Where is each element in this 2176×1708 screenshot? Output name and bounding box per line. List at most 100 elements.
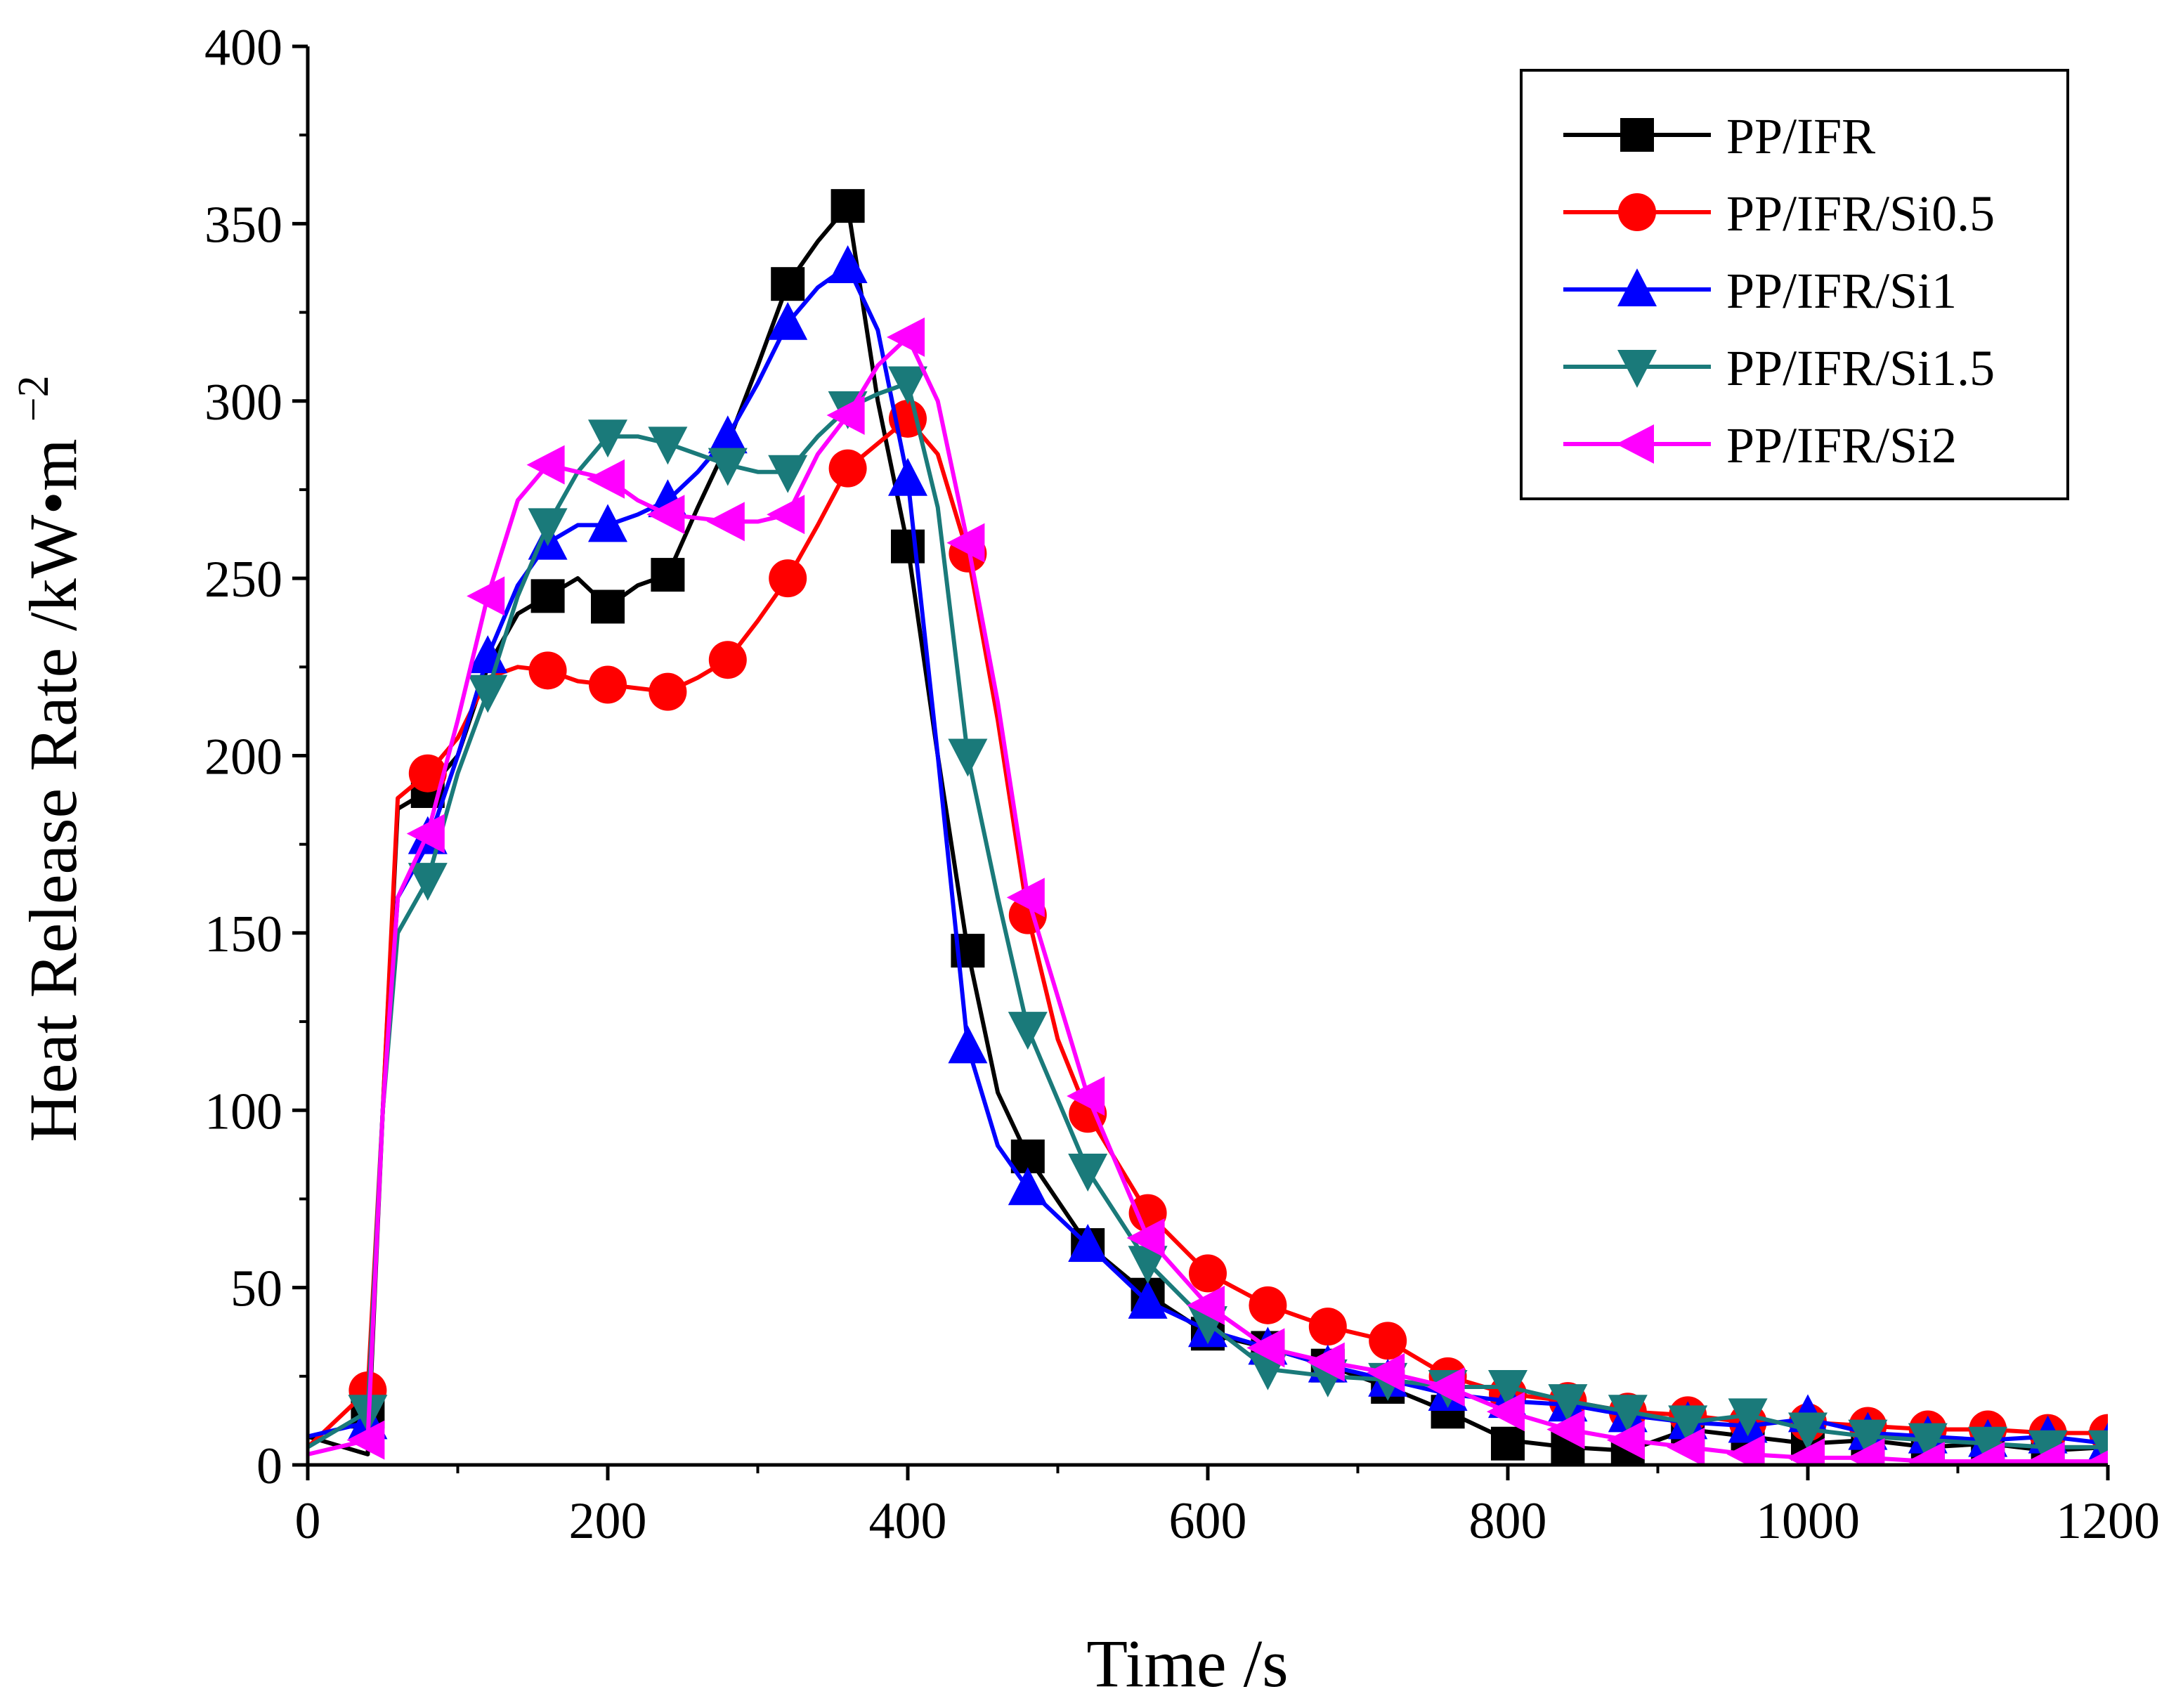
- data-point: [888, 457, 927, 496]
- x-axis-ticks: 0 200 400 600 800 1000 1200: [295, 1465, 2160, 1550]
- x-axis-title: Time /s: [1086, 1626, 1288, 1701]
- x-tick-label: 400: [869, 1492, 947, 1550]
- data-point: [1846, 1438, 1885, 1465]
- data-point: [1848, 1419, 1888, 1458]
- data-point: [708, 448, 748, 486]
- data-point: [1369, 1322, 1407, 1360]
- data-point: [346, 1420, 385, 1460]
- data-point: [1488, 1369, 1527, 1408]
- y-tick-label: 100: [204, 1083, 282, 1140]
- y-tick-label: 350: [204, 196, 282, 254]
- legend: PP/IFR PP/IFR/Si0.5 PP/IFR/Si1 PP/IFR/Si1.5…: [1520, 69, 2069, 500]
- data-point: [708, 415, 748, 454]
- data-point: [708, 641, 747, 679]
- y-axis-title-exponent: −2: [10, 375, 58, 422]
- data-point: [1189, 1254, 1227, 1293]
- data-point: [406, 814, 445, 854]
- data-point: [587, 459, 625, 499]
- y-tick-label: 250: [204, 551, 282, 608]
- legend-marker: [1616, 424, 1654, 464]
- x-tick-label: 800: [1469, 1492, 1547, 1550]
- data-point: [1128, 1280, 1168, 1319]
- data-point: [1608, 1395, 1648, 1433]
- data-point: [588, 504, 627, 542]
- data-point: [1787, 1438, 1825, 1465]
- data-point: [528, 651, 567, 690]
- y-axis-title-main: Heat Release Rate /kW•m: [15, 438, 91, 1142]
- data-point: [1067, 1076, 1105, 1116]
- y-axis-title: Heat Release Rate /kW•m −2: [10, 375, 91, 1142]
- data-point: [651, 558, 685, 592]
- legend-item: PP/IFR/Si0.5: [1563, 185, 1995, 242]
- data-point: [1249, 1286, 1287, 1324]
- data-point: [648, 426, 688, 465]
- data-point: [408, 863, 448, 901]
- data-point: [1667, 1427, 1705, 1465]
- data-point: [1968, 1426, 2008, 1465]
- data-point: [830, 189, 865, 223]
- legend-label: PP/IFR: [1726, 108, 1875, 164]
- y-tick-label: 0: [256, 1438, 282, 1495]
- data-point: [948, 738, 988, 777]
- data-point: [1006, 878, 1045, 918]
- data-point: [887, 317, 925, 357]
- y-tick-label: 150: [204, 906, 282, 963]
- data-point: [1487, 1392, 1525, 1432]
- data-point: [1967, 1441, 2005, 1465]
- data-point: [468, 674, 508, 713]
- data-point: [1908, 1423, 1948, 1461]
- data-point: [706, 502, 745, 542]
- data-point: [1546, 1409, 1585, 1449]
- data-point: [588, 419, 627, 458]
- data-point: [1668, 1405, 1708, 1444]
- series-line: [308, 417, 2108, 1449]
- data-point: [1788, 1412, 1828, 1451]
- data-point: [526, 445, 565, 485]
- legend-box: [1520, 69, 2069, 500]
- legend-label: PP/IFR/Si1.5: [1726, 340, 1995, 396]
- data-point: [467, 576, 505, 616]
- data-point: [2028, 1430, 2068, 1465]
- data-point: [1126, 1218, 1165, 1258]
- legend-marker: [1617, 350, 1657, 388]
- data-point: [1128, 1246, 1168, 1284]
- data-point: [768, 301, 808, 340]
- data-point: [948, 1025, 988, 1064]
- legend-label: PP/IFR/Si1: [1726, 263, 1957, 319]
- legend-marker: [1617, 268, 1657, 306]
- legend-item: PP/IFR/Si2: [1563, 417, 1957, 474]
- legend-item: PP/IFR/Si1: [1563, 263, 1957, 319]
- data-point: [1728, 1398, 1768, 1437]
- data-point: [1187, 1285, 1225, 1325]
- x-tick-label: 0: [295, 1492, 321, 1550]
- data-point: [1068, 1154, 1108, 1192]
- data-point: [1246, 1328, 1285, 1368]
- data-point: [891, 529, 925, 563]
- x-tick-label: 600: [1169, 1492, 1247, 1550]
- data-point: [1306, 1342, 1345, 1382]
- x-tick-label: 1000: [1756, 1492, 1860, 1550]
- series-5: [308, 317, 2108, 1465]
- legend-item: PP/IFR: [1563, 108, 1875, 164]
- series-line: [308, 334, 2108, 1463]
- series-4: [308, 366, 2108, 1465]
- data-point: [1906, 1441, 1945, 1465]
- data-point: [591, 589, 625, 624]
- data-point: [1491, 1426, 1525, 1461]
- legend-label: PP/IFR/Si0.5: [1726, 185, 1995, 242]
- legend-marker: [1620, 118, 1654, 152]
- data-point: [1548, 1384, 1588, 1423]
- plot-area: [308, 189, 2108, 1465]
- data-point: [768, 455, 808, 493]
- y-tick-label: 300: [204, 374, 282, 431]
- data-point: [828, 449, 867, 488]
- data-point: [530, 579, 565, 613]
- y-tick-label: 400: [204, 19, 282, 77]
- data-point: [888, 366, 927, 405]
- x-tick-label: 200: [569, 1492, 647, 1550]
- y-axis-title-group: Heat Release Rate /kW•m −2: [10, 375, 91, 1142]
- data-point: [1068, 1224, 1108, 1263]
- y-axis-ticks: 0 50 100 150 200 250 300 350 400: [204, 19, 308, 1495]
- data-point: [2026, 1441, 2065, 1465]
